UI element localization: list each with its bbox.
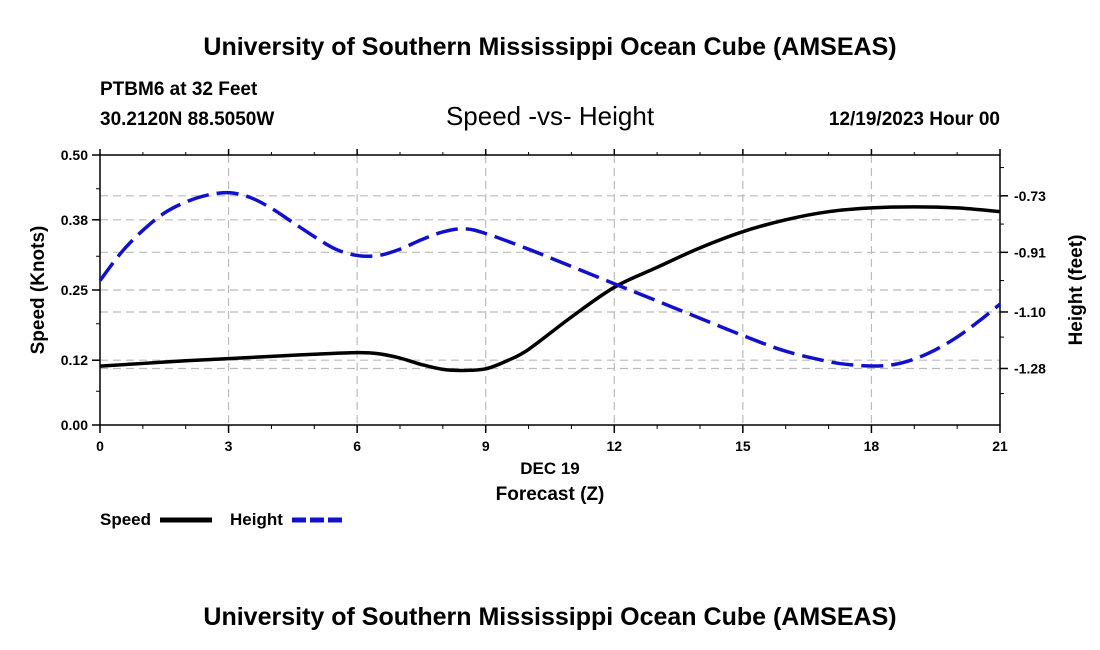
- y-tick-label: 0.25: [61, 282, 88, 298]
- footer-title: University of Southern Mississippi Ocean…: [203, 603, 896, 631]
- series-line-speed: [99, 205, 1001, 373]
- y2-tick-label: -1.28: [1014, 360, 1046, 376]
- y-axis-title: Speed (Knots): [28, 226, 49, 355]
- y-tick-label: 0.00: [61, 417, 88, 433]
- y2-tick-label: -1.10: [1014, 304, 1046, 320]
- y2-tick-label: -0.91: [1014, 244, 1046, 260]
- x-axis-title: Forecast (Z): [496, 484, 605, 505]
- y-tick-label: 0.50: [61, 147, 88, 163]
- y2-axis-title: Height (feet): [1066, 235, 1087, 346]
- x-tick-label: 3: [225, 438, 233, 454]
- datetime-label: 12/19/2023 Hour 00: [829, 109, 1000, 130]
- station-label: PTBM6 at 32 Feet: [100, 79, 258, 100]
- y-tick-label: 0.12: [61, 352, 88, 368]
- y-tick-label: 0.38: [61, 212, 88, 228]
- x-tick-label: 18: [864, 438, 880, 454]
- x-date-label: DEC 19: [520, 459, 580, 478]
- x-tick-label: 12: [606, 438, 622, 454]
- legend: Speed Height: [100, 510, 344, 529]
- x-tick-label: 21: [992, 438, 1008, 454]
- x-tick-label: 9: [482, 438, 490, 454]
- y2-tick-label: -0.73: [1014, 188, 1046, 204]
- x-tick-label: 15: [735, 438, 751, 454]
- axes: 0 3 6 9 12 15 18 21 0.00 0.12 0.25 0.38 0.50 -0.73 -0.…: [61, 147, 1046, 454]
- legend-speed-label: Speed: [100, 510, 151, 529]
- series: [98, 190, 1002, 373]
- grid: [100, 155, 1000, 425]
- x-tick-label: 6: [353, 438, 361, 454]
- main-title: University of Southern Mississippi Ocean…: [203, 33, 896, 61]
- legend-height-label: Height: [230, 510, 283, 529]
- series-line-height: [98, 190, 1002, 368]
- location-label: 30.2120N 88.5050W: [100, 109, 274, 130]
- x-tick-label: 0: [96, 438, 104, 454]
- chart-title: Speed -vs- Height: [446, 101, 655, 131]
